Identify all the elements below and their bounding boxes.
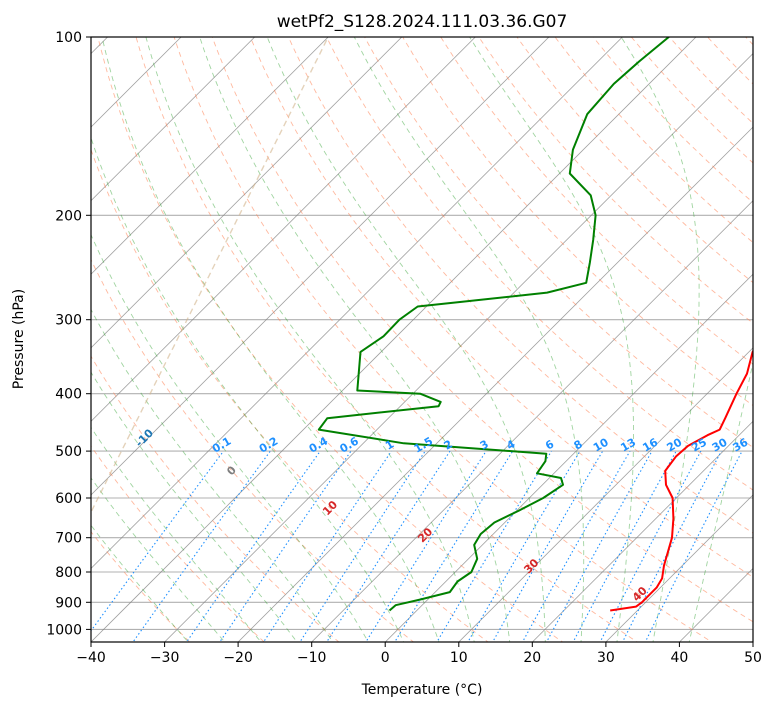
x-tick-label: −40 [76, 650, 106, 666]
x-tick-label: 30 [597, 650, 615, 666]
y-tick-label: 100 [55, 30, 82, 46]
x-tick-label: 40 [670, 650, 688, 666]
chart-title: wetPf2_S128.2024.111.03.36.G07 [277, 12, 568, 32]
x-tick-label: −30 [150, 650, 180, 666]
x-tick-label: 20 [523, 650, 541, 666]
y-tick-label: 600 [55, 491, 82, 507]
y-tick-label: 900 [55, 595, 82, 611]
x-tick-label: 50 [744, 650, 762, 666]
x-tick-label: 10 [450, 650, 468, 666]
x-tick-label: −10 [297, 650, 327, 666]
x-axis-label: Temperature (°C) [361, 682, 483, 698]
y-tick-label: 700 [55, 531, 82, 547]
y-tick-label: 300 [55, 313, 82, 329]
y-tick-label: 800 [55, 565, 82, 581]
y-tick-label: 500 [55, 444, 82, 460]
y-tick-label: 200 [55, 208, 82, 224]
x-tick-label: −20 [223, 650, 253, 666]
y-tick-label: 400 [55, 387, 82, 403]
x-tick-label: 0 [381, 650, 390, 666]
y-tick-label: 1000 [46, 622, 82, 638]
y-axis-label: Pressure (hPa) [11, 289, 27, 389]
